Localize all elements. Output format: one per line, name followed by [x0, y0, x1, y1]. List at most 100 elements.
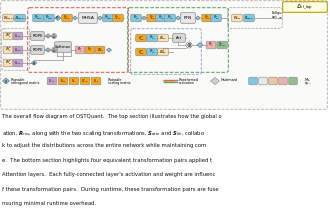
Text: $R$: $R$ — [32, 59, 36, 66]
Polygon shape — [142, 16, 147, 20]
Text: Hadamard: Hadamard — [221, 77, 238, 81]
Text: $S_{attn}$: $S_{attn}$ — [14, 32, 22, 40]
Text: $\otimes$: $\otimes$ — [186, 41, 192, 49]
Text: $R^T_{attn}$: $R^T_{attn}$ — [45, 14, 53, 22]
FancyBboxPatch shape — [173, 34, 185, 42]
FancyBboxPatch shape — [80, 77, 90, 85]
Polygon shape — [31, 61, 37, 65]
FancyBboxPatch shape — [156, 14, 166, 22]
Polygon shape — [55, 15, 61, 20]
FancyBboxPatch shape — [31, 32, 44, 40]
FancyBboxPatch shape — [13, 46, 23, 54]
Text: $S^+_{ffn}$: $S^+_{ffn}$ — [149, 14, 155, 22]
FancyBboxPatch shape — [147, 14, 157, 22]
Text: $S^+_{ffn}$: $S^+_{ffn}$ — [204, 14, 210, 22]
FancyBboxPatch shape — [202, 14, 212, 22]
FancyBboxPatch shape — [165, 14, 175, 22]
Text: $W_{res}$: $W_{res}$ — [233, 14, 242, 22]
FancyBboxPatch shape — [47, 77, 57, 85]
Text: Softmax: Softmax — [55, 45, 71, 49]
Text: $S_{ok}$: $S_{ok}$ — [93, 77, 99, 85]
Text: $R^T_c$: $R^T_c$ — [208, 41, 214, 49]
FancyBboxPatch shape — [75, 46, 85, 54]
Text: $S^+_{attn}$: $S^+_{attn}$ — [114, 14, 122, 22]
Text: ROPE: ROPE — [32, 48, 43, 52]
FancyBboxPatch shape — [95, 46, 105, 54]
Text: $R_{emb}$: $R_{emb}$ — [15, 14, 25, 22]
FancyBboxPatch shape — [3, 59, 13, 67]
FancyBboxPatch shape — [113, 14, 123, 22]
Text: $R^T_{ffn}$: $R^T_{ffn}$ — [213, 14, 219, 22]
FancyBboxPatch shape — [279, 77, 287, 85]
Text: $S^+_c$: $S^+_c$ — [87, 46, 93, 54]
FancyBboxPatch shape — [62, 14, 72, 22]
Text: $S_{attn}$: $S_{attn}$ — [48, 77, 56, 85]
Circle shape — [51, 48, 56, 53]
FancyBboxPatch shape — [259, 77, 267, 85]
Polygon shape — [195, 16, 201, 20]
FancyBboxPatch shape — [58, 77, 68, 85]
Text: $S'_{c,d}$: $S'_{c,d}$ — [81, 77, 89, 85]
FancyBboxPatch shape — [69, 77, 79, 85]
Text: $R^T_c$: $R^T_c$ — [77, 46, 83, 54]
FancyBboxPatch shape — [211, 14, 221, 22]
Text: $W_{emb}$: $W_{emb}$ — [3, 14, 13, 22]
FancyBboxPatch shape — [269, 77, 277, 85]
FancyBboxPatch shape — [244, 14, 254, 22]
FancyBboxPatch shape — [158, 48, 168, 56]
Text: $R^T_{ffn}$: $R^T_{ffn}$ — [133, 14, 139, 22]
Text: orthogonal matrix: orthogonal matrix — [11, 81, 39, 85]
Text: k to adjust the distributions across the entire network while maintaining com: k to adjust the distributions across the… — [2, 143, 206, 148]
Text: scaling matrix: scaling matrix — [108, 81, 131, 85]
Polygon shape — [107, 48, 112, 52]
FancyBboxPatch shape — [103, 14, 113, 22]
FancyBboxPatch shape — [232, 14, 242, 22]
Text: f these transformation pairs.  During runtime, these transformation pairs are fu: f these transformation pairs. During run… — [2, 187, 218, 191]
FancyBboxPatch shape — [136, 48, 146, 56]
Text: Attention layers.  Each fully-connected layer's activation and weight are influe: Attention layers. Each fully-connected l… — [2, 172, 215, 177]
FancyBboxPatch shape — [217, 41, 227, 49]
Text: nsuring minimal runtime overhead.: nsuring minimal runtime overhead. — [2, 201, 96, 206]
Text: $S_{attn}$: $S_{attn}$ — [14, 59, 22, 67]
FancyBboxPatch shape — [289, 77, 297, 85]
FancyBboxPatch shape — [33, 14, 43, 22]
Text: Trainable: Trainable — [108, 77, 122, 81]
Text: $W_o$: $W_o$ — [97, 46, 103, 54]
Text: $\mathcal{L}_{kl\_top}$: $\mathcal{L}_{kl\_top}$ — [296, 2, 314, 12]
Polygon shape — [3, 78, 10, 84]
Text: $R^T$: $R^T$ — [55, 14, 61, 22]
Polygon shape — [211, 77, 219, 84]
Text: $R^T_{ffn}$: $R^T_{ffn}$ — [167, 14, 173, 22]
Text: $R^T_{attn}$: $R^T_{attn}$ — [34, 14, 42, 22]
Polygon shape — [45, 48, 51, 52]
Text: $R^T_{ffn}$: $R^T_{ffn}$ — [148, 34, 155, 42]
Polygon shape — [97, 16, 103, 20]
Text: $S_{attn}$: $S_{attn}$ — [14, 46, 22, 54]
FancyBboxPatch shape — [206, 41, 216, 49]
FancyBboxPatch shape — [55, 42, 71, 52]
FancyBboxPatch shape — [147, 48, 157, 56]
Text: $S^+_{attn}$: $S^+_{attn}$ — [63, 14, 71, 22]
Text: $R^T_{ffn}$: $R^T_{ffn}$ — [148, 48, 155, 56]
FancyBboxPatch shape — [181, 13, 195, 23]
Polygon shape — [176, 16, 181, 20]
Polygon shape — [197, 42, 203, 48]
FancyBboxPatch shape — [249, 77, 257, 85]
FancyBboxPatch shape — [3, 14, 13, 22]
FancyBboxPatch shape — [85, 46, 95, 54]
Text: Ma-: Ma- — [305, 77, 311, 81]
FancyBboxPatch shape — [3, 32, 13, 40]
Text: The overall flow diagram of OSTQuant.  The top section illustrates how the globa: The overall flow diagram of OSTQuant. Th… — [2, 114, 222, 119]
FancyBboxPatch shape — [147, 34, 157, 42]
FancyBboxPatch shape — [13, 32, 23, 40]
Text: $W_{ffn}$: $W_{ffn}$ — [159, 48, 167, 56]
Text: $S_m$: $S_m$ — [71, 77, 77, 85]
Polygon shape — [45, 34, 51, 38]
Text: $R^T_{ffn}$: $R^T_{ffn}$ — [158, 14, 164, 22]
Text: $W^{q}_{2}$: $W^{q}_{2}$ — [5, 46, 12, 54]
Text: $W^{q}_{1}$: $W^{q}_{1}$ — [5, 32, 12, 40]
FancyBboxPatch shape — [79, 13, 97, 23]
FancyBboxPatch shape — [13, 59, 23, 67]
Text: $S^+_{c,d}$: $S^+_{c,d}$ — [218, 41, 226, 49]
Text: $R_{emb}$: $R_{emb}$ — [244, 14, 254, 22]
